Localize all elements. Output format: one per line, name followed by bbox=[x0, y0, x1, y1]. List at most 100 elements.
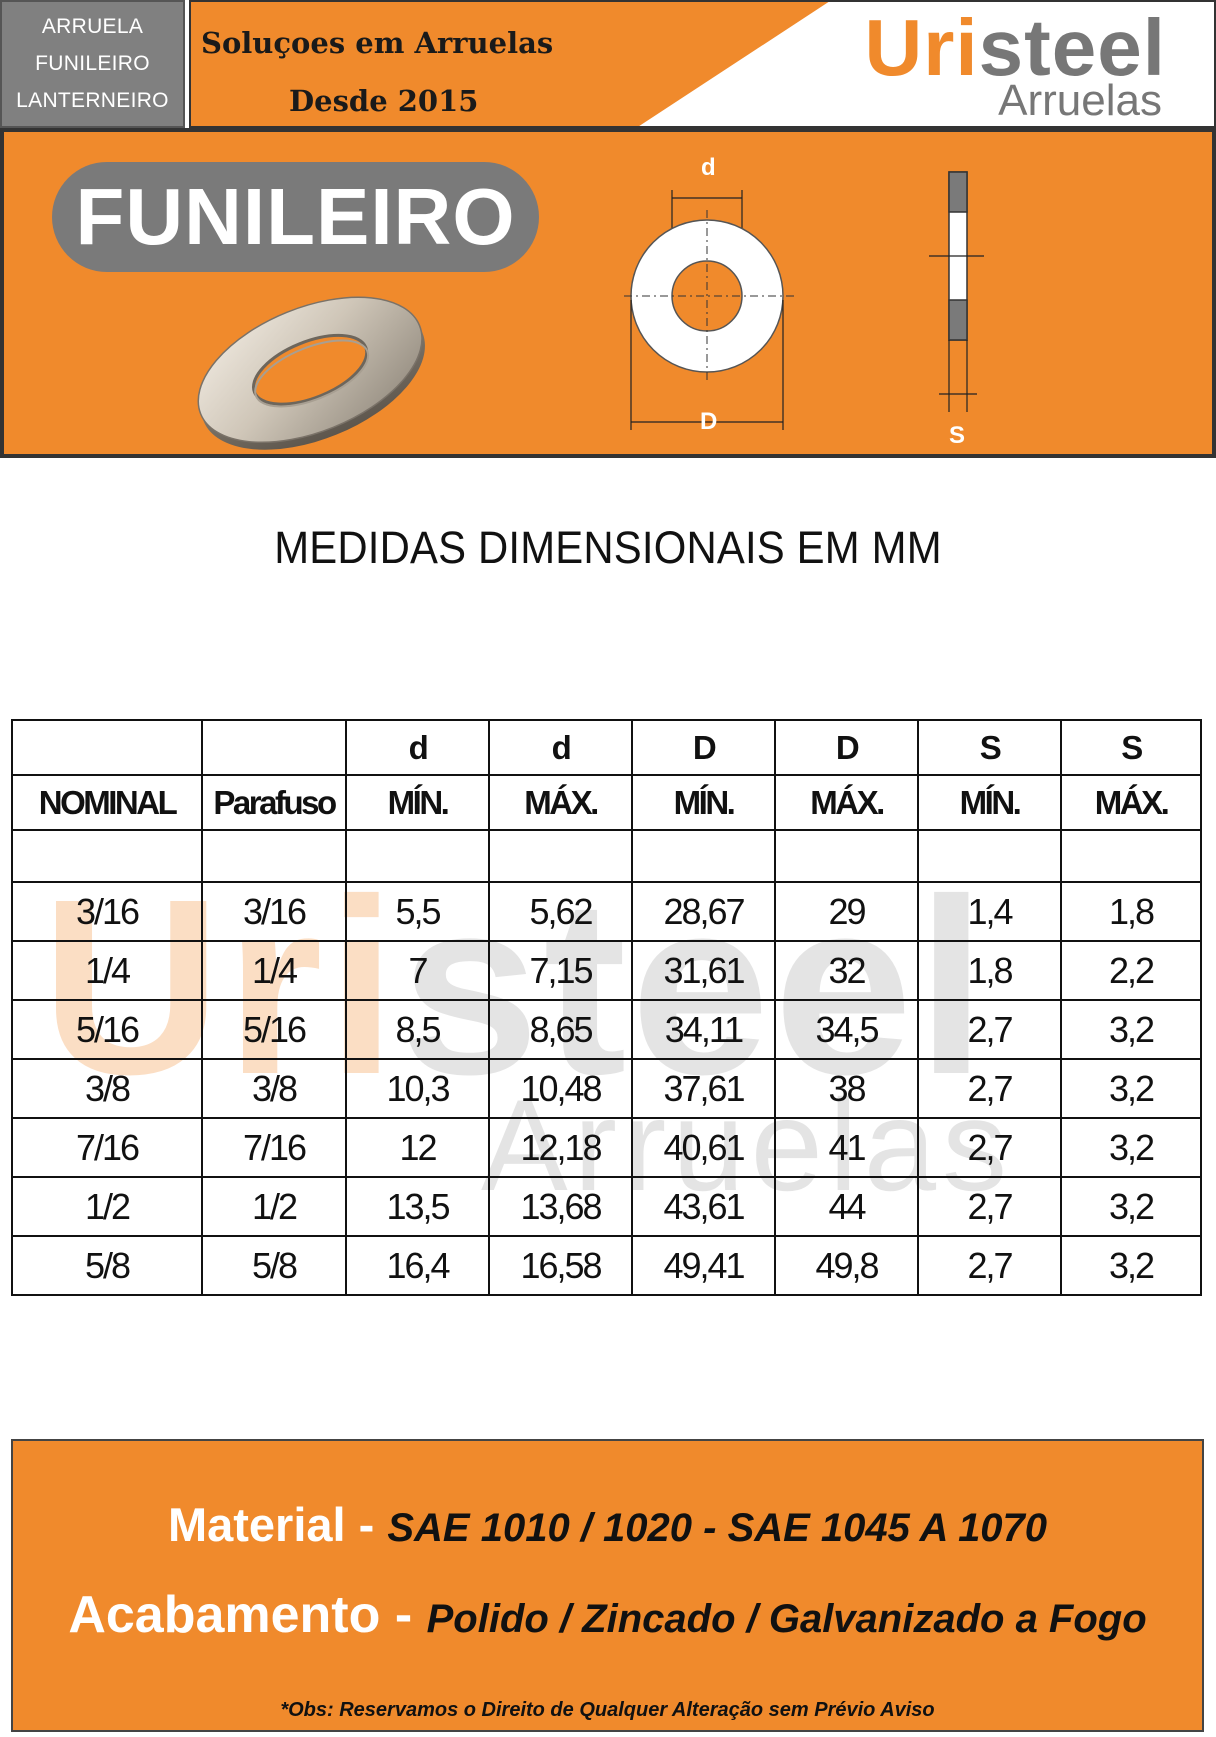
table-cell: 7,15 bbox=[488, 940, 633, 1001]
finish-label: Acabamento - bbox=[68, 1586, 427, 1644]
table-header-cell: MÍN. bbox=[631, 774, 776, 831]
table-cell: 1,4 bbox=[917, 881, 1062, 942]
table-cell: 1,8 bbox=[917, 940, 1062, 1001]
header-banner: Soluçoes em Arruelas Desde 2015 Uristeel… bbox=[189, 0, 1216, 128]
table-cell: 3,2 bbox=[1060, 1235, 1202, 1296]
table-cell: 10,48 bbox=[488, 1058, 633, 1119]
table-row: 1/2 1/2 13,5 13,68 43,61 44 2,7 3,2 bbox=[11, 1176, 1202, 1237]
material-label: Material - bbox=[167, 1498, 388, 1551]
table-cell: 5/8 bbox=[11, 1235, 203, 1296]
table-header-row-2: NOMINAL Parafuso MÍN. MÁX. MÍN. MÁX. MÍN… bbox=[11, 774, 1202, 831]
table-row: 7/16 7/16 12 12,18 40,61 41 2,7 3,2 bbox=[11, 1117, 1202, 1178]
dimensions-table-wrap: Uristeel Arruelas d d D D S S NOMINAL Pa… bbox=[11, 719, 1202, 1296]
table-cell: 28,67 bbox=[631, 881, 776, 942]
material-line: Material - SAE 1010 / 1020 - SAE 1045 A … bbox=[13, 1497, 1202, 1552]
table-cell: 41 bbox=[774, 1117, 919, 1178]
hero-panel: FUNILEIRO bbox=[0, 128, 1216, 458]
finish-line: Acabamento - Polido / Zincado / Galvaniz… bbox=[13, 1585, 1202, 1645]
table-row: 3/16 3/16 5,5 5,62 28,67 29 1,4 1,8 bbox=[11, 881, 1202, 942]
table-header-cell: S bbox=[1060, 719, 1202, 776]
table-row: 5/8 5/8 16,4 16,58 49,41 49,8 2,7 3,2 bbox=[11, 1235, 1202, 1296]
outer-diameter-label: D bbox=[700, 408, 718, 435]
thickness-label: S bbox=[949, 422, 966, 449]
brand-subtitle: Arruelas bbox=[998, 76, 1162, 125]
table-header-cell: MÁX. bbox=[1060, 774, 1202, 831]
table-header-cell: D bbox=[631, 719, 776, 776]
table-cell: 1,8 bbox=[1060, 881, 1202, 942]
tag-line-3: LANTERNEIRO bbox=[16, 89, 169, 113]
product-title-pill: FUNILEIRO bbox=[52, 162, 539, 272]
table-cell: 3/16 bbox=[201, 881, 347, 942]
table-header-cell: Parafuso bbox=[201, 774, 347, 831]
table-row: 5/16 5/16 8,5 8,65 34,11 34,5 2,7 3,2 bbox=[11, 999, 1202, 1060]
table-cell: 3,2 bbox=[1060, 1176, 1202, 1237]
table-cell: 5,5 bbox=[345, 881, 490, 942]
brand-logo-accent: Uri bbox=[864, 3, 979, 92]
table-cell: 49,41 bbox=[631, 1235, 776, 1296]
inner-diameter-label: d bbox=[701, 154, 716, 181]
table-cell: 16,58 bbox=[488, 1235, 633, 1296]
table-cell: 40,61 bbox=[631, 1117, 776, 1178]
table-cell: 1/4 bbox=[201, 940, 347, 1001]
table-cell: 3/16 bbox=[11, 881, 203, 942]
table-cell: 2,7 bbox=[917, 1058, 1062, 1119]
table-header-cell: NOMINAL bbox=[11, 774, 203, 831]
table-cell: 37,61 bbox=[631, 1058, 776, 1119]
table-header-cell: MÍN. bbox=[345, 774, 490, 831]
table-row: 3/8 3/8 10,3 10,48 37,61 38 2,7 3,2 bbox=[11, 1058, 1202, 1119]
table-cell: 29 bbox=[774, 881, 919, 942]
table-cell: 3,2 bbox=[1060, 1117, 1202, 1178]
table-cell: 8,5 bbox=[345, 999, 490, 1060]
table-header-cell: S bbox=[917, 719, 1062, 776]
table-cell: 7/16 bbox=[11, 1117, 203, 1178]
table-cell: 5/16 bbox=[201, 999, 347, 1060]
table-spacer-row bbox=[11, 829, 1202, 883]
table-cell: 1/4 bbox=[11, 940, 203, 1001]
category-tag: ARRUELA FUNILEIRO LANTERNEIRO bbox=[0, 0, 185, 128]
table-cell: 7 bbox=[345, 940, 490, 1001]
table-cell: 2,7 bbox=[917, 1176, 1062, 1237]
table-cell: 38 bbox=[774, 1058, 919, 1119]
table-cell: 49,8 bbox=[774, 1235, 919, 1296]
table-cell: 12,18 bbox=[488, 1117, 633, 1178]
table-cell: 2,7 bbox=[917, 1117, 1062, 1178]
specs-footer: Material - SAE 1010 / 1020 - SAE 1045 A … bbox=[11, 1439, 1204, 1732]
table-cell: 1/2 bbox=[11, 1176, 203, 1237]
page-title: MEDIDAS DIMENSIONAIS EM MM bbox=[274, 522, 942, 573]
table-cell: 12 bbox=[345, 1117, 490, 1178]
table-cell: 34,11 bbox=[631, 999, 776, 1060]
table-cell: 31,61 bbox=[631, 940, 776, 1001]
table-cell: 43,61 bbox=[631, 1176, 776, 1237]
table-cell: 16,4 bbox=[345, 1235, 490, 1296]
table-header-cell: d bbox=[488, 719, 633, 776]
table-cell: 5/16 bbox=[11, 999, 203, 1060]
table-cell: 5,62 bbox=[488, 881, 633, 942]
table-cell: 2,7 bbox=[917, 1235, 1062, 1296]
table-cell: 32 bbox=[774, 940, 919, 1001]
table-cell: 3,2 bbox=[1060, 1058, 1202, 1119]
table-cell: 10,3 bbox=[345, 1058, 490, 1119]
slogan-line-2: Desde 2015 bbox=[289, 84, 479, 118]
table-header-cell: MÁX. bbox=[774, 774, 919, 831]
table-cell: 8,65 bbox=[488, 999, 633, 1060]
table-cell: 2,7 bbox=[917, 999, 1062, 1060]
table-header-row-1: d d D D S S bbox=[11, 719, 1202, 776]
washer-photo bbox=[197, 296, 425, 450]
slogan-line-1: Soluçoes em Arruelas bbox=[201, 26, 554, 60]
table-header-cell: d bbox=[345, 719, 490, 776]
material-value: SAE 1010 / 1020 - SAE 1045 A 1070 bbox=[387, 1506, 1048, 1550]
table-header-cell bbox=[201, 719, 347, 776]
table-cell: 3/8 bbox=[11, 1058, 203, 1119]
table-header-cell: MÍN. bbox=[917, 774, 1062, 831]
dimensions-table: d d D D S S NOMINAL Parafuso MÍN. MÁX. M… bbox=[11, 719, 1202, 1296]
side-view-diagram bbox=[929, 171, 984, 412]
table-cell: 13,5 bbox=[345, 1176, 490, 1237]
table-cell: 44 bbox=[774, 1176, 919, 1237]
tag-line-2: FUNILEIRO bbox=[35, 51, 150, 75]
table-cell: 13,68 bbox=[488, 1176, 633, 1237]
tag-line-1: ARRUELA bbox=[41, 14, 144, 38]
brand-logo-rest: steel bbox=[978, 3, 1166, 92]
table-cell: 3,2 bbox=[1060, 999, 1202, 1060]
front-view-diagram bbox=[624, 190, 794, 430]
table-cell: 5/8 bbox=[201, 1235, 347, 1296]
